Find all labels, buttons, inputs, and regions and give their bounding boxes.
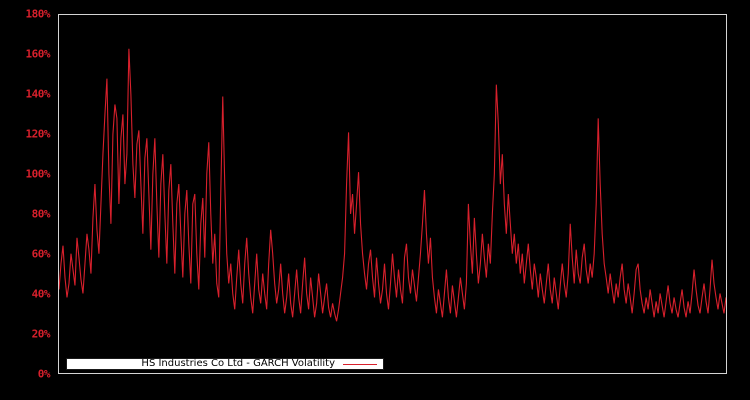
- y-tick-label: 140%: [25, 87, 51, 101]
- legend: HS Industries Co Ltd - GARCH Volatility: [66, 358, 384, 370]
- y-tick-label: 120%: [25, 127, 51, 141]
- y-tick-label: 180%: [25, 7, 51, 21]
- y-tick-label: 20%: [31, 327, 51, 341]
- volatility-line: [59, 48, 726, 322]
- y-tick-label: 0%: [37, 367, 51, 381]
- legend-label: HS Industries Co Ltd - GARCH Volatility: [141, 358, 335, 369]
- volatility-series-path: [59, 48, 726, 322]
- y-axis-tick-labels: 180% 160% 140% 120% 100% 80% 60% 40% 20% 0%: [0, 0, 52, 400]
- y-tick-label: 80%: [31, 207, 51, 221]
- y-tick-label: 60%: [31, 247, 51, 261]
- legend-line-sample-icon: [343, 363, 377, 365]
- y-tick-label: 100%: [25, 167, 51, 181]
- y-tick-label: 40%: [31, 287, 51, 301]
- y-tick-label: 160%: [25, 47, 51, 61]
- plot-area: HS Industries Co Ltd - GARCH Volatility: [58, 14, 727, 374]
